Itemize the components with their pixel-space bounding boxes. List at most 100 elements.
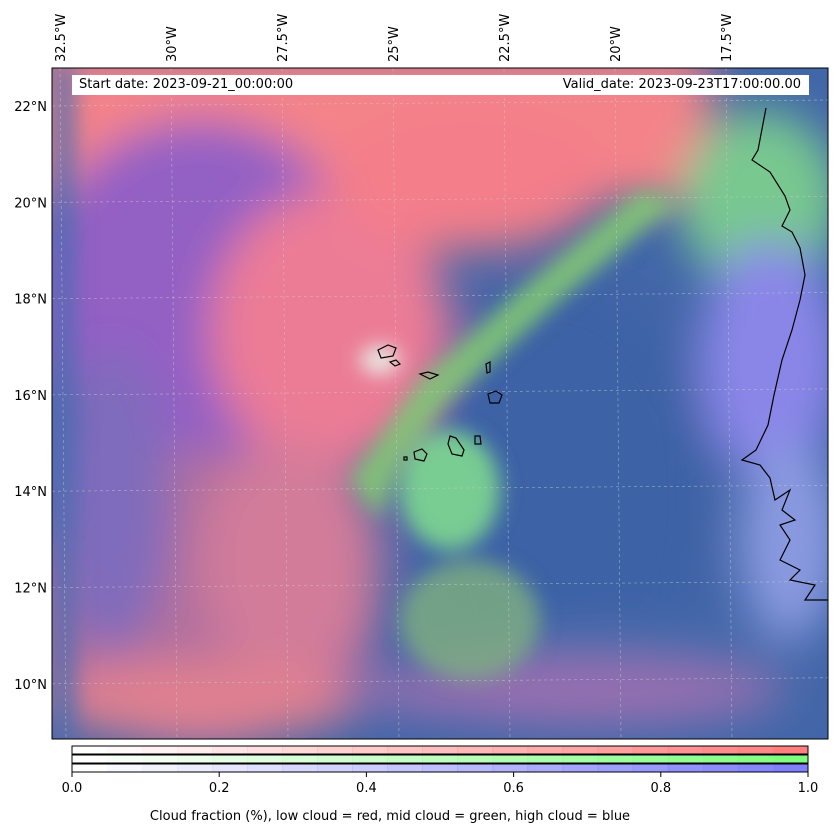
colorbar-mid-segment	[72, 755, 108, 763]
colorbar-high-segment	[352, 764, 388, 772]
colorbar-high-segment	[177, 764, 213, 772]
lon-tick-label: 22.5°W	[498, 14, 513, 62]
colorbar-low-segment	[772, 746, 809, 754]
colorbar-low-segment	[492, 746, 529, 754]
colorbar-tick-label: 1.0	[798, 781, 819, 796]
colorbar-mid-segment	[247, 755, 283, 763]
colorbar-low-segment	[247, 746, 283, 754]
colorbar-high-segment	[457, 764, 494, 772]
colorbar-high-segment	[282, 764, 318, 772]
colorbar-mid-segment	[457, 755, 494, 763]
colorbar-high-segment	[562, 764, 599, 772]
colorbar-low-segment	[72, 746, 108, 754]
lat-tick-label: 16°N	[14, 389, 47, 404]
colorbar-mid-segment	[422, 755, 459, 763]
colorbar-mid-segment	[702, 755, 739, 763]
lat-tick-label: 22°N	[14, 100, 47, 115]
cloud-field	[52, 68, 828, 739]
lon-tick-label: 32.5°W	[54, 14, 69, 62]
colorbar-low-segment	[142, 746, 178, 754]
colorbar-mid-segment	[212, 755, 248, 763]
colorbar-low-segment	[317, 746, 353, 754]
colorbar-tick-label: 0.2	[209, 781, 230, 796]
colorbar-low-segment	[702, 746, 739, 754]
lon-tick-labels: 32.5°W 30°W 27.5°W 25°W 22.5°W 20°W 17.5°W	[54, 14, 735, 62]
lon-tick-label: 20°W	[609, 26, 624, 62]
colorbar-high-segment	[387, 764, 423, 772]
start-date: Start date: 2023-09-21_00:00:00	[79, 77, 294, 92]
colorbar-tick-label: 0.4	[356, 781, 377, 796]
colorbar-mid-segment	[282, 755, 318, 763]
lon-gridline	[59, 68, 67, 739]
colorbar-mid-segment	[667, 755, 704, 763]
colorbar-low-segment	[632, 746, 669, 754]
colorbar-mid-segment	[772, 755, 809, 763]
colorbar-low-segment	[527, 746, 564, 754]
colorbar-tick-label: 0.8	[650, 781, 671, 796]
colorbar-low-segment	[422, 746, 459, 754]
date-info-box: Start date: 2023-09-21_00:00:00 Valid_da…	[72, 75, 809, 95]
colorbar-high-segment	[142, 764, 178, 772]
lon-tick-label: 30°W	[165, 26, 180, 62]
colorbar-tick-label: 0.6	[503, 781, 524, 796]
colorbar-low-segment	[352, 746, 388, 754]
colorbar-high-segment	[107, 764, 143, 772]
lon-gridline	[170, 68, 178, 739]
colorbar-label: Cloud fraction (%), low cloud = red, mid…	[149, 809, 631, 824]
gridlines	[52, 68, 828, 739]
lat-tick-label: 18°N	[14, 293, 47, 308]
colorbar-mid-segment	[632, 755, 669, 763]
lat-tick-labels: 22°N 20°N 18°N 16°N 14°N 12°N 10°N	[14, 100, 47, 693]
colorbar-high-segment	[632, 764, 669, 772]
colorbar-low-segment	[177, 746, 213, 754]
lat-tick-label: 12°N	[14, 582, 47, 597]
colorbar: 0.0 0.2 0.4 0.6 0.8 1.0	[62, 745, 819, 796]
lon-gridline	[725, 68, 733, 739]
colorbar-high-segment	[492, 764, 529, 772]
colorbar-low-segment	[282, 746, 318, 754]
lat-tick-label: 10°N	[14, 678, 47, 693]
coastlines	[377, 107, 828, 601]
colorbar-mid-segment	[387, 755, 423, 763]
colorbar-mid-segment	[352, 755, 388, 763]
colorbar-high-segment	[772, 764, 809, 772]
colorbar-low-segment	[597, 746, 634, 754]
lon-gridline	[503, 68, 511, 739]
colorbar-mid-segment	[317, 755, 353, 763]
lon-tick-label: 27.5°W	[276, 14, 291, 62]
colorbar-high-segment	[597, 764, 634, 772]
colorbar-mid-segment	[142, 755, 178, 763]
colorbar-mid-frame	[71, 754, 809, 764]
colorbar-low-segment	[562, 746, 599, 754]
colorbar-high-segment	[737, 764, 774, 772]
colorbar-high-frame	[71, 763, 809, 773]
colorbar-tick-label: 0.0	[62, 781, 83, 796]
colorbar-mid-segment	[562, 755, 599, 763]
lon-gridline	[614, 68, 622, 739]
lon-tick-label: 17.5°W	[720, 14, 735, 62]
valid-date: Valid_date: 2023-09-23T17:00:00.00	[562, 77, 801, 92]
colorbar-high-segment	[527, 764, 564, 772]
colorbar-high-segment	[212, 764, 248, 772]
colorbar-high-segment	[667, 764, 704, 772]
colorbar-high-segment	[422, 764, 459, 772]
colorbar-low-frame	[71, 745, 809, 755]
colorbar-low-segment	[212, 746, 248, 754]
colorbar-low-segment	[107, 746, 143, 754]
colorbar-mid-segment	[527, 755, 564, 763]
colorbar-high-segment	[72, 764, 108, 772]
lat-tick-label: 20°N	[14, 196, 47, 211]
colorbar-mid-segment	[597, 755, 634, 763]
colorbar-high-segment	[317, 764, 353, 772]
lon-gridline	[392, 68, 400, 739]
colorbar-low-segment	[737, 746, 774, 754]
lat-tick-label: 14°N	[14, 485, 47, 500]
colorbar-high-segment	[247, 764, 283, 772]
colorbar-high-segment	[702, 764, 739, 772]
colorbar-mid-segment	[737, 755, 774, 763]
colorbar-low-segment	[387, 746, 423, 754]
lon-tick-label: 25°W	[387, 26, 402, 62]
colorbar-mid-segment	[177, 755, 213, 763]
lon-gridline	[281, 68, 289, 739]
